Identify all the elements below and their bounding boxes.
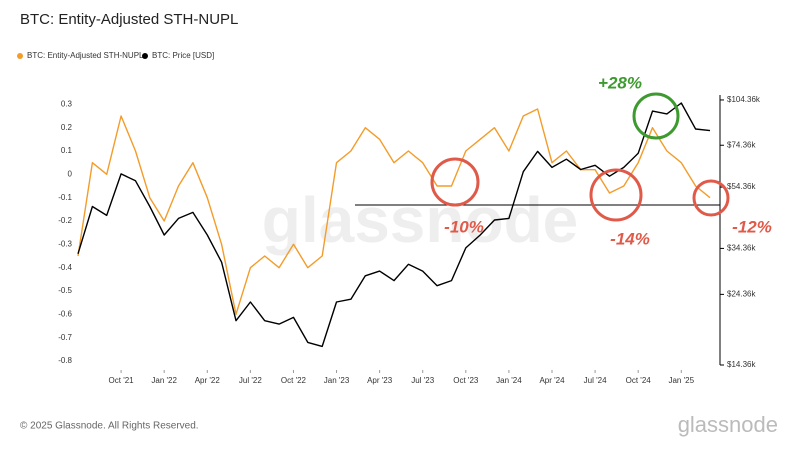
y-tick-label: 0.2 [61, 123, 73, 132]
highlight-circle [430, 157, 480, 207]
y2-tick-label: $104.36k [727, 95, 761, 104]
annotation: -14% [610, 229, 650, 248]
x-tick-label: Apr '22 [195, 376, 221, 385]
chart-title: BTC: Entity-Adjusted STH-NUPL [20, 11, 238, 28]
y-tick-label: -0.7 [58, 333, 72, 342]
legend-label: BTC: Entity-Adjusted STH-NUPL [27, 51, 144, 60]
highlight-circle [632, 92, 680, 140]
x-tick-label: Oct '24 [626, 376, 652, 385]
x-tick-label: Jul '24 [584, 376, 607, 385]
y-tick-label: 0 [68, 169, 73, 178]
x-tick-label: Jan '25 [668, 376, 694, 385]
y-tick-label: -0.2 [58, 216, 72, 225]
x-tick-label: Oct '21 [109, 376, 135, 385]
y-tick-label: -0.4 [58, 263, 72, 272]
annotation: -12% [732, 217, 772, 236]
y-tick-label: -0.5 [58, 286, 72, 295]
y2-tick-label: $74.36k [727, 140, 756, 149]
legend-swatch [17, 53, 23, 59]
series-line [77, 108, 711, 315]
y-tick-label: -0.1 [58, 193, 72, 202]
x-tick-label: Jul '23 [411, 376, 434, 385]
y2-tick-label: $14.36k [727, 360, 756, 369]
y2-tick-label: $24.36k [727, 289, 756, 298]
x-tick-label: Apr '23 [367, 376, 393, 385]
copyright: © 2025 Glassnode. All Rights Reserved. [20, 421, 199, 432]
y-tick-label: 0.1 [61, 146, 73, 155]
annotation: +28% [598, 73, 642, 92]
highlight-circle [692, 179, 730, 217]
logo: glassnode [678, 412, 778, 437]
y2-tick-label: $54.36k [727, 182, 756, 191]
x-tick-label: Oct '23 [453, 376, 479, 385]
watermark: glassnode [262, 184, 579, 256]
legend-label: BTC: Price [USD] [152, 51, 214, 60]
y-tick-label: -0.8 [58, 356, 72, 365]
annotation: -10% [444, 217, 484, 236]
y2-tick-label: $34.36k [727, 244, 756, 253]
x-tick-label: Jul '22 [239, 376, 262, 385]
highlight-circle [589, 168, 643, 222]
y-tick-label: -0.6 [58, 309, 72, 318]
y-tick-label: -0.3 [58, 239, 72, 248]
plot: 0.3 0.2 0.1 0 -0.1 -0.2 -0.3 -0.4 -0.5 -0.6 -0.7 -0… [58, 95, 761, 385]
legend: BTC: Entity-Adjusted STH-NUPL BTC: Price … [17, 51, 214, 60]
y-tick-label: 0.3 [61, 99, 73, 108]
x-tick-label: Apr '24 [539, 376, 565, 385]
x-tick-label: Oct '22 [281, 376, 307, 385]
x-tick-label: Jan '23 [324, 376, 350, 385]
x-tick-label: Jan '24 [496, 376, 522, 385]
x-tick-label: Jan '22 [151, 376, 177, 385]
legend-swatch [142, 53, 148, 59]
